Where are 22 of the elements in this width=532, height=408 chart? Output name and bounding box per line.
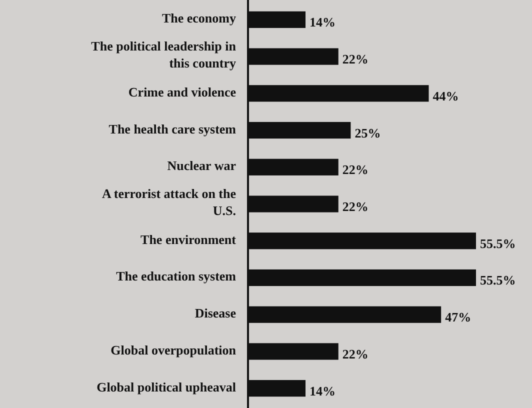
y-tick-label: The education system [116, 268, 236, 284]
y-tick-label: Nuclear war [167, 158, 236, 174]
data-label: 14% [310, 383, 336, 398]
y-tick-label: Global political upheaval [96, 379, 236, 394]
y-tick-label: The environment [140, 232, 237, 247]
data-label: 44% [432, 88, 459, 104]
y-tick-label: A terrorist attack on the U.S. [102, 186, 236, 218]
y-tick-label: The health care system [108, 121, 236, 136]
data-label: 14% [310, 14, 336, 30]
y-tick-label: Disease [194, 306, 236, 321]
data-label: 55.5% [480, 236, 516, 251]
data-label: 55.5% [480, 272, 516, 288]
y-tick-label: The economy [162, 10, 236, 26]
data-label: 22% [342, 162, 368, 178]
y-tick-label: The political leadership in this country [91, 38, 237, 71]
data-label: 22% [342, 346, 368, 362]
data-label: 22% [342, 198, 368, 214]
data-label: 25% [354, 125, 381, 140]
data-label: 47% [445, 310, 472, 325]
data-label: 22% [342, 52, 368, 67]
y-tick-label: Crime and violence [128, 84, 236, 100]
y-tick-label: Global overpopulation [110, 342, 237, 358]
